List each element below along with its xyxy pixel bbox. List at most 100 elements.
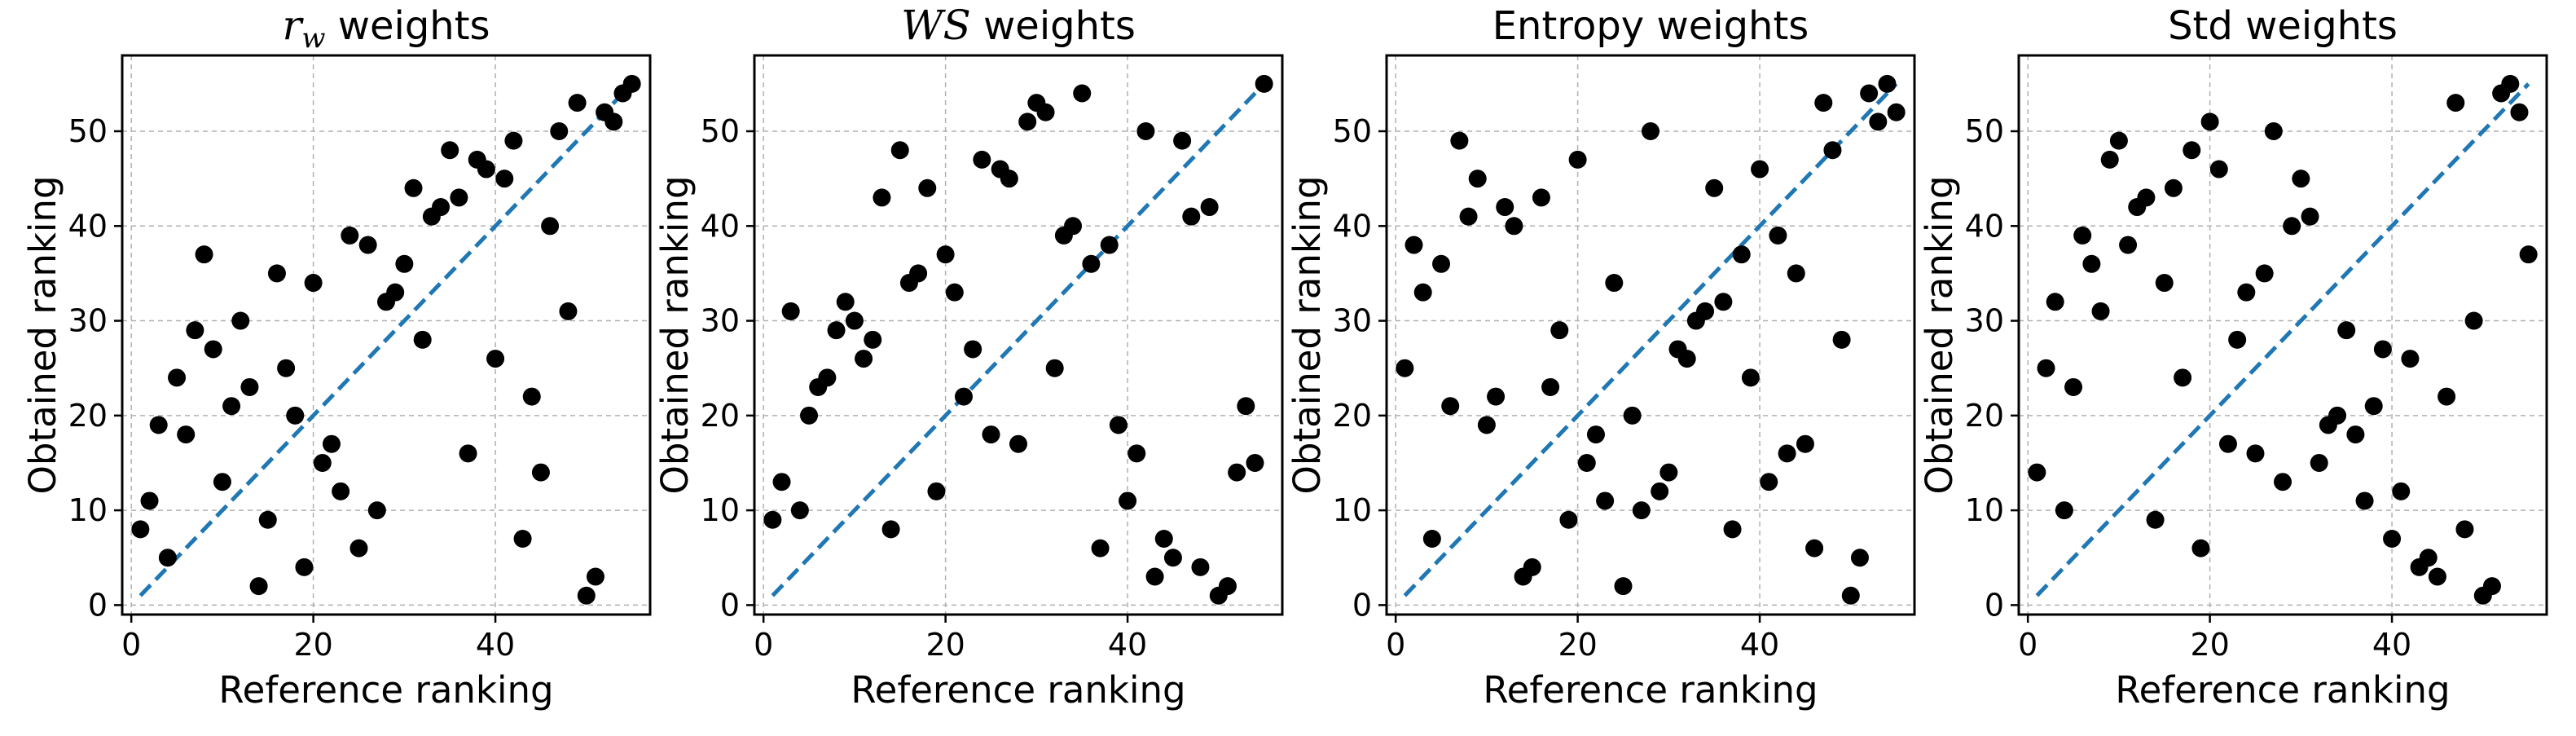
- data-point: [1000, 170, 1018, 188]
- data-point: [568, 94, 587, 112]
- data-point: [2246, 444, 2265, 463]
- data-point: [1009, 434, 1027, 453]
- data-point: [1596, 491, 1615, 510]
- y-tick-label: 30: [701, 303, 740, 339]
- data-point: [1623, 406, 1642, 425]
- x-tick-label: 40: [2372, 627, 2411, 663]
- data-point: [1154, 529, 1173, 548]
- data-point: [2209, 160, 2228, 178]
- data-point: [1614, 577, 1633, 596]
- y-tick-label: 10: [1965, 492, 2004, 528]
- data-point: [322, 434, 341, 453]
- chart-panel-4: 0 20 40 0 10 20 30 40 50 Reference ranking Obtaine…: [1918, 3, 2548, 712]
- data-point: [2073, 226, 2092, 245]
- diagonal-reference-line: [138, 82, 634, 597]
- data-point: [249, 577, 268, 596]
- data-point: [1218, 577, 1237, 596]
- data-point: [2446, 94, 2465, 112]
- data-point: [358, 236, 377, 254]
- data-point: [267, 264, 286, 283]
- data-point: [1605, 274, 1624, 293]
- data-point: [1045, 359, 1064, 377]
- axes-frame: [1385, 54, 1916, 616]
- x-tick-label: 0: [754, 627, 773, 663]
- data-point: [2510, 103, 2529, 121]
- data-point: [763, 510, 782, 529]
- data-point: [441, 141, 459, 160]
- data-point: [1441, 397, 1460, 416]
- data-point: [1568, 150, 1587, 169]
- data-point: [2519, 245, 2538, 264]
- data-point: [1064, 217, 1083, 236]
- data-point: [1018, 112, 1037, 131]
- axes-frame: [2017, 54, 2548, 616]
- data-point: [2046, 293, 2064, 311]
- y-tick-label: 0: [88, 587, 108, 623]
- data-point: [1450, 131, 1469, 150]
- data-point: [1163, 549, 1182, 567]
- y-tick-label: 10: [68, 492, 108, 528]
- data-point: [1136, 122, 1155, 141]
- diagonal-reference-line: [2035, 82, 2530, 597]
- chart-title: Entropy weights: [1492, 3, 1809, 49]
- y-tick-label: 20: [1333, 398, 1372, 434]
- x-axis-label: Reference ranking: [1483, 668, 1818, 712]
- y-axis-label: Obtained ranking: [21, 175, 64, 494]
- data-point: [918, 178, 937, 197]
- y-tick-label: 50: [1333, 113, 1372, 149]
- data-point: [890, 141, 909, 160]
- data-point: [781, 302, 800, 320]
- data-point: [131, 520, 150, 539]
- axes-frame: [753, 54, 1284, 616]
- data-point: [2174, 368, 2192, 387]
- data-point: [1228, 463, 1246, 482]
- data-point: [295, 558, 314, 576]
- data-point: [2091, 302, 2110, 320]
- x-tick-label: 0: [121, 627, 141, 663]
- data-point: [2301, 207, 2319, 226]
- data-point: [2264, 122, 2283, 141]
- data-point: [432, 198, 451, 217]
- data-point: [1396, 359, 1414, 377]
- data-point: [341, 226, 359, 245]
- y-tick-label: 40: [1965, 208, 2004, 244]
- data-point: [550, 122, 569, 141]
- diagonal-reference-line: [1403, 82, 1898, 597]
- data-point: [541, 217, 560, 236]
- data-point: [1468, 170, 1487, 188]
- data-point: [982, 425, 1000, 444]
- data-point: [1677, 350, 1696, 368]
- y-tick-label: 50: [68, 113, 108, 149]
- chart-title: rw weights: [282, 2, 490, 55]
- data-point: [158, 549, 177, 567]
- x-tick-label: 20: [925, 627, 965, 663]
- data-point: [622, 74, 641, 93]
- x-axis-label: Reference ranking: [851, 668, 1185, 712]
- chart-panel-2: 0 20 40 0 10 20 30 40 50 Reference ranking Obtaine…: [653, 2, 1284, 712]
- y-axis-label: Obtained ranking: [1918, 175, 1961, 494]
- data-point: [1100, 236, 1119, 254]
- x-tick-label: 40: [1740, 627, 1779, 663]
- data-point: [177, 425, 196, 444]
- data-point: [204, 340, 222, 359]
- axes-frame: [121, 54, 652, 616]
- data-point: [1741, 368, 1760, 387]
- data-point: [2109, 131, 2128, 150]
- data-point: [2218, 434, 2237, 453]
- data-point: [1182, 207, 1201, 226]
- data-point: [1173, 131, 1192, 150]
- data-point: [954, 387, 973, 406]
- y-axis-label: Obtained ranking: [653, 175, 697, 494]
- y-tick-label: 20: [68, 398, 108, 434]
- data-point: [827, 321, 846, 340]
- y-tick-label: 10: [701, 492, 740, 528]
- y-tick-label: 30: [1333, 303, 1372, 339]
- data-point: [2028, 463, 2046, 482]
- data-point: [2455, 520, 2474, 539]
- chart-title-text: Entropy weights: [1492, 3, 1809, 49]
- data-point: [149, 416, 168, 434]
- data-point: [1255, 74, 1273, 93]
- data-point: [1760, 473, 1778, 491]
- data-point: [504, 131, 523, 150]
- data-point: [1200, 198, 1219, 217]
